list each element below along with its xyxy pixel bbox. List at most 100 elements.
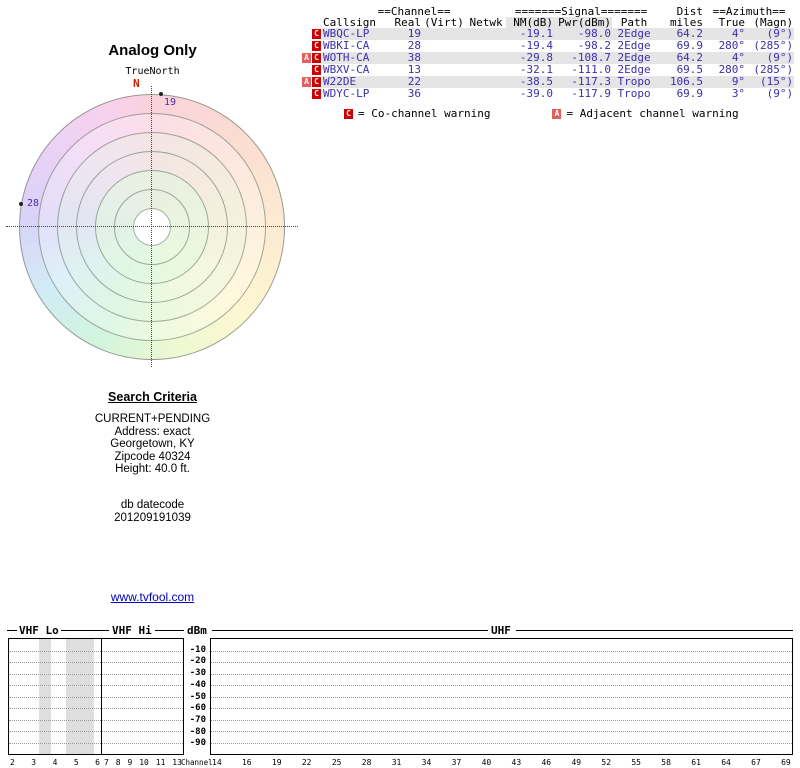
co-channel-badge: C (312, 89, 321, 99)
co-channel-badge: C (312, 29, 321, 39)
path-cell: Tropo (612, 76, 657, 88)
real-cell: 19 (392, 28, 422, 40)
db-datecode: db datecode 201209191039 (0, 499, 305, 525)
nm-cell: -19.4 (519, 40, 554, 52)
real-cell: 22 (392, 76, 422, 88)
channel-tick: 69 (781, 758, 791, 767)
path-cell: Tropo (617, 88, 651, 100)
virt-cell (422, 28, 466, 40)
co-channel-badge: C (312, 77, 321, 87)
header-line (212, 630, 488, 631)
station-row: C WBQC-LP 19 -19.1 -98.0 2Edge 64.2 4° (… (298, 28, 795, 40)
channel-tick: 67 (751, 758, 761, 767)
dbm-axis: -10 -20 -30 -40 -50 -60 -70 -80 -90 (184, 638, 208, 755)
miles-header: miles (669, 17, 704, 28)
warning-badges: C (298, 40, 322, 52)
plot-title: Analog Only (108, 42, 197, 59)
channel-tick: 52 (601, 758, 612, 767)
marker-dot-ch19 (159, 92, 163, 96)
magn-az-cell: (285°) (753, 40, 794, 52)
nm-cell: -29.8 (506, 52, 555, 64)
vhf-lo-label: VHF Lo (19, 624, 59, 637)
channel-tick: 7 (104, 758, 109, 767)
dbm-tick: -70 (189, 714, 206, 725)
virt-cell (422, 40, 466, 52)
netwk-cell (466, 40, 506, 52)
gridline (211, 719, 792, 721)
channel-tick: 14 (212, 758, 222, 767)
channel-tick: 4 (52, 758, 58, 767)
warning-badges: C (298, 64, 322, 76)
group-header-row: ==Channel== =======Signal======= Dist ==… (298, 6, 794, 17)
uhf-panel (210, 638, 793, 755)
channel-tick: 40 (481, 758, 492, 767)
nm-cell: -38.5 (506, 76, 555, 88)
radar-center (133, 208, 171, 246)
netwk-header: Netwk (469, 17, 503, 28)
true-header: True (718, 17, 746, 28)
channel-tick: 25 (331, 758, 342, 767)
vhf-panel (8, 638, 184, 755)
db-datecode-label: db datecode (120, 499, 185, 511)
dbm-tick: -30 (189, 668, 206, 679)
magn-az-cell: (15°) (746, 76, 795, 88)
header-line (61, 630, 109, 631)
callsign-cell: WOTH-CA (322, 52, 392, 64)
co-channel-badge: C (312, 41, 321, 51)
channel-tick: 6 (95, 758, 100, 767)
pwr-cell: -98.0 (554, 28, 613, 40)
gridline (9, 731, 183, 732)
pwr-cell: -117.9 (571, 88, 612, 100)
gridline (211, 696, 792, 698)
nm-cell: -39.0 (519, 88, 554, 100)
gridline (211, 685, 792, 686)
channel-tick: 5 (73, 758, 79, 767)
real-cell: 36 (407, 88, 421, 100)
virt-cell (422, 52, 466, 64)
tvfool-link[interactable]: www.tvfool.com (110, 590, 195, 604)
pwr-cell: -108.7 (554, 52, 613, 64)
callsign-cell: WDYC-LP (323, 88, 370, 100)
channel-tick: 11 (155, 758, 166, 767)
adjacent-channel-legend-text: = Adjacent channel warning (566, 107, 739, 120)
gridline (9, 719, 183, 721)
header-line (516, 630, 793, 631)
callsign-cell: W22DE (322, 76, 392, 88)
co-channel-badge: C (344, 108, 353, 119)
channel-tick: 61 (691, 758, 701, 767)
db-datecode-value: 201209191039 (114, 512, 191, 524)
netwk-cell (466, 52, 507, 64)
true-az-cell: 280° (718, 40, 746, 52)
gridline (9, 708, 183, 709)
gridline (211, 662, 792, 663)
callsign-header: Callsign (323, 17, 376, 28)
crosshair-horizontal (6, 226, 298, 227)
radar-plot (19, 94, 285, 360)
station-table-section: ==Channel== =======Signal======= Dist ==… (298, 6, 796, 120)
channel-tick: 46 (541, 758, 552, 767)
channel-tick: 8 (115, 758, 121, 767)
gridline (211, 742, 792, 744)
path-cell: 2Edge (612, 52, 657, 64)
uhf-channel-ticks: 14 16 19 22 25 28 31 34 37 40 43 46 49 5… (210, 758, 793, 768)
uhf-label: UHF (491, 624, 511, 637)
co-channel-badge: C (312, 65, 321, 75)
callsign-cell: WBKI-CA (323, 40, 370, 52)
channel-tick: 28 (361, 758, 372, 767)
channel-tick: 3 (31, 758, 37, 767)
marker-label-ch28: 28 (27, 198, 40, 209)
magn-az-cell: (9°) (766, 88, 794, 100)
true-az-cell: 3° (731, 88, 746, 100)
magn-header: (Magn) (753, 17, 794, 28)
path-header: Path (620, 17, 648, 28)
spectrum-chart: VHF Lo VHF Hi dBm UHF -10 -20 -30 -40 (5, 622, 795, 768)
gridline (9, 662, 183, 663)
marker-label-ch19: 19 (164, 97, 177, 108)
search-criteria-title: Search Criteria (108, 390, 197, 404)
warning-badges: C (298, 88, 322, 100)
dist-group-header: Dist (676, 6, 704, 17)
column-header-row: Callsign Real (Virt) Netwk NM(dB) Pwr(dB… (298, 17, 794, 28)
